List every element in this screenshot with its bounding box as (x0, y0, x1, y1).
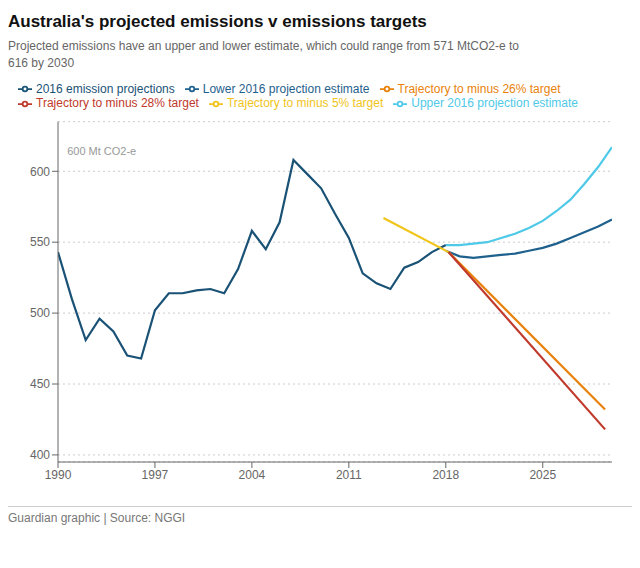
svg-text:1997: 1997 (142, 467, 169, 481)
html-text:Guardian graphic | Source: NGG: Guardian graphic | Source: NGGI (8, 510, 186, 525)
html-text:Australia's projected emission: Australia's projected emissions v emissi… (8, 12, 427, 31)
html-text:Trajectory to minus 28% target: Trajectory to minus 28% target (36, 96, 199, 111)
svg-text:2004: 2004 (239, 467, 266, 481)
svg-text:450: 450 (30, 377, 50, 391)
html-text:Trajectory to minus 5% target: Trajectory to minus 5% target (227, 96, 384, 111)
svg-text:1990: 1990 (45, 467, 72, 481)
svg-text:600: 600 (30, 164, 50, 178)
svg-text:550: 550 (30, 235, 50, 249)
html-text:Projected emissions have an up: Projected emissions have an upper and lo… (8, 39, 519, 70)
html-text:2016 emission projections: 2016 emission projections (36, 81, 175, 96)
svg-text:2011: 2011 (336, 467, 362, 481)
svg-text:600 Mt CO2-e: 600 Mt CO2-e (67, 145, 136, 157)
html-text:Upper 2016 projection estimate: Upper 2016 projection estimate (411, 96, 578, 111)
svg-text:2025: 2025 (529, 467, 556, 481)
svg-text:400: 400 (30, 448, 50, 462)
html-text:Lower 2016 projection estimate: Lower 2016 projection estimate (202, 81, 370, 96)
svg-text:500: 500 (30, 306, 50, 320)
svg-text:2018: 2018 (432, 467, 459, 481)
html-text:Trajectory to minus 26% target: Trajectory to minus 26% target (397, 81, 561, 96)
